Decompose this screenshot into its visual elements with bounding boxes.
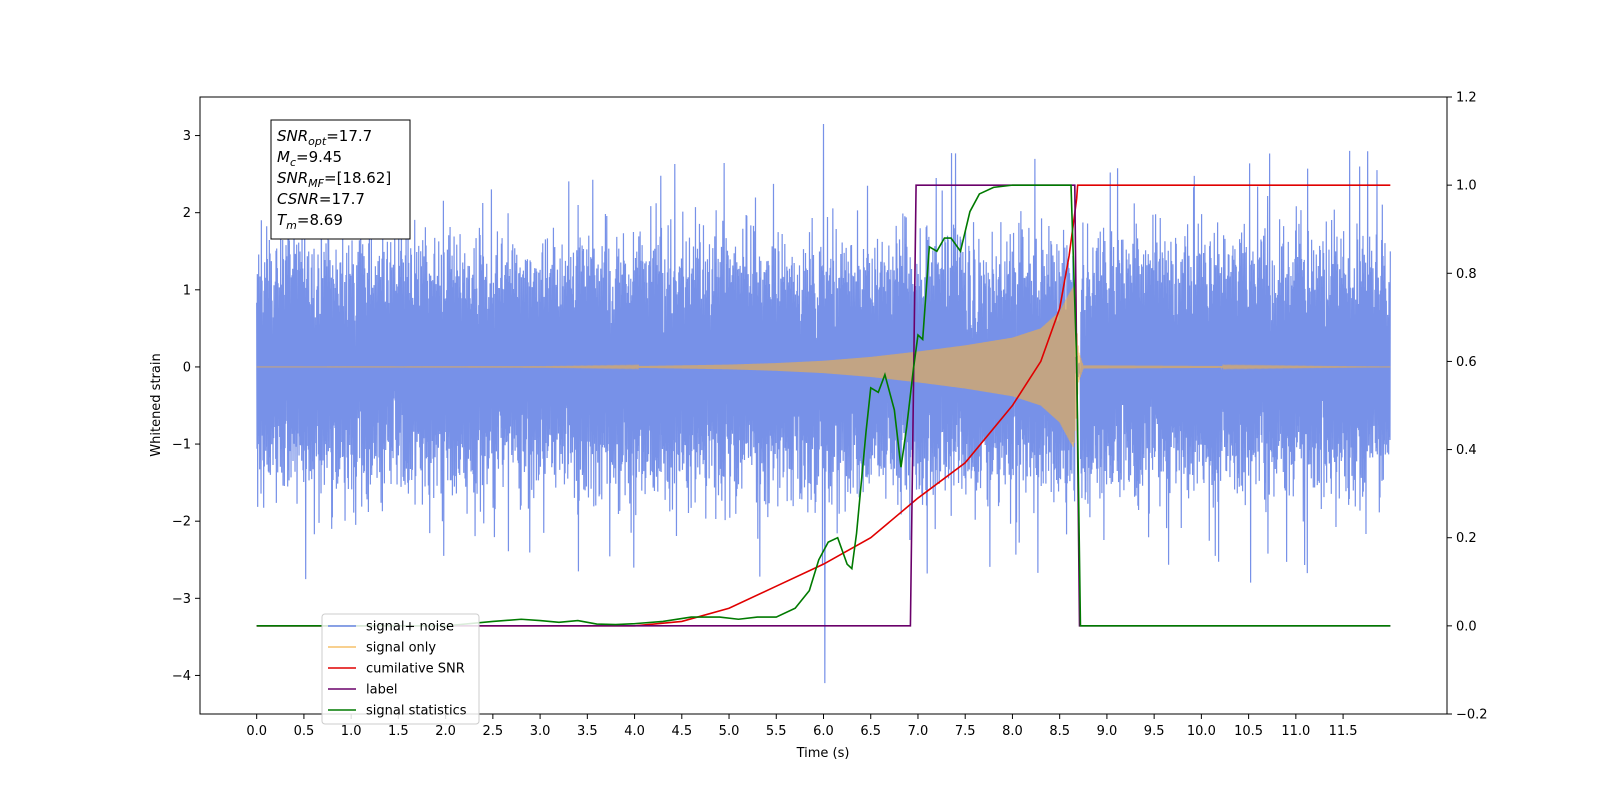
y-left-tick-label: −2 (172, 515, 191, 530)
y-right-tick-label: 0.2 (1456, 531, 1477, 546)
x-tick-label: 5.0 (719, 724, 740, 739)
x-tick-label: 1.0 (341, 724, 362, 739)
x-tick-label: 8.0 (1002, 724, 1023, 739)
annotation-line: CSNR=17.7 (277, 190, 365, 208)
legend-frame (321, 613, 480, 725)
x-axis: 0.0 0.5 1.0 1.5 2.0 2.5 3.0 3.5 4.0 4.5 5.0 5.5 6.0 6… (246, 714, 1358, 739)
x-tick-label: 11.5 (1329, 724, 1358, 739)
y-axis-left-label: Whitened strain (149, 353, 164, 456)
y-right-tick-label: 0.0 (1456, 619, 1477, 634)
x-tick-label: 6.5 (860, 724, 881, 739)
annotation-line: Mc=9.45 (277, 148, 342, 169)
annotation-line: Tm=8.69 (277, 211, 343, 232)
annotation-line: SNRopt=17.7 (277, 127, 372, 148)
y-left-tick-label: −4 (172, 669, 191, 684)
x-tick-label: 1.5 (388, 724, 409, 739)
x-tick-label: 3.5 (577, 724, 598, 739)
series-signal-statistics (256, 184, 1391, 627)
plot-clip-group (256, 123, 1391, 684)
legend-label: cumilative SNR (366, 662, 465, 677)
y-right-tick-label: −0.2 (1456, 708, 1488, 723)
series-signal-only (256, 286, 1391, 448)
x-tick-label: 0.5 (294, 724, 315, 739)
x-tick-label: 6.0 (813, 724, 834, 739)
x-tick-label: 4.0 (624, 724, 645, 739)
y-left-tick-label: 3 (183, 129, 191, 144)
x-tick-label: 10.0 (1187, 724, 1216, 739)
legend-label: label (366, 683, 397, 698)
annotation-frame (270, 119, 411, 240)
y-left-tick-label: 0 (183, 360, 191, 375)
y-right-tick-label: 1.0 (1456, 179, 1477, 194)
y-left-tick-label: 1 (183, 283, 191, 298)
y-right-tick-label: 1.2 (1456, 91, 1477, 106)
x-tick-label: 5.5 (766, 724, 787, 739)
y-left-tick-label: −1 (172, 438, 191, 453)
x-tick-label: 2.0 (435, 724, 456, 739)
x-tick-label: 2.5 (483, 724, 504, 739)
y-axis-right: −0.2 0.0 0.2 0.4 0.6 0.8 1.0 1.2 (1447, 91, 1488, 723)
annotation-line: SNRMF=[18.62] (277, 169, 391, 190)
y-left-tick-label: 2 (183, 206, 191, 221)
legend: signal+ noise signal only cumilative SNR la… (321, 613, 480, 725)
x-tick-label: 7.0 (908, 724, 929, 739)
x-tick-label: 9.0 (1097, 724, 1118, 739)
x-tick-label: 8.5 (1049, 724, 1070, 739)
x-tick-label: 3.0 (530, 724, 551, 739)
x-tick-label: 11.0 (1281, 724, 1310, 739)
y-right-tick-label: 0.6 (1456, 355, 1477, 370)
annotation-box: SNRopt=17.7Mc=9.45SNRMF=[18.62]CSNR=17.7… (270, 119, 411, 240)
y-axis-left: −4 −3 −2 −1 0 1 2 3 (172, 129, 200, 684)
x-tick-label: 9.5 (1144, 724, 1165, 739)
series-layer (256, 123, 1391, 684)
series-signal-noise (256, 123, 1391, 684)
x-tick-label: 4.5 (671, 724, 692, 739)
y-right-tick-label: 0.8 (1456, 267, 1477, 282)
y-right-tick-label: 0.4 (1456, 443, 1477, 458)
x-tick-label: 0.0 (246, 724, 267, 739)
legend-label: signal+ noise (366, 620, 454, 635)
legend-label: signal only (366, 641, 436, 656)
y-left-tick-label: −3 (172, 592, 191, 607)
legend-label: signal statistics (366, 704, 467, 719)
x-tick-label: 10.5 (1234, 724, 1263, 739)
x-tick-label: 7.5 (955, 724, 976, 739)
x-axis-label: Time (s) (796, 746, 850, 761)
